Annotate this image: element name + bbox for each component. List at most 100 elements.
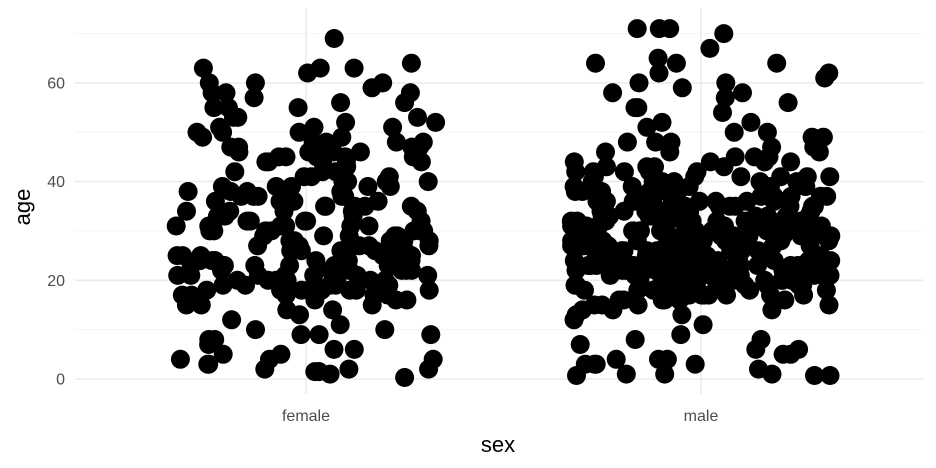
- data-point-male: [622, 177, 642, 196]
- data-point-male: [820, 167, 840, 187]
- data-point-female: [347, 265, 367, 285]
- data-point-female: [280, 231, 300, 251]
- data-point-male: [778, 93, 798, 113]
- data-point-male: [806, 251, 825, 271]
- data-point-female: [418, 172, 438, 192]
- data-point-male: [778, 206, 798, 226]
- data-point-female: [323, 300, 343, 320]
- data-point-female: [166, 216, 186, 236]
- data-point-female: [418, 265, 438, 285]
- data-point-female: [181, 265, 201, 285]
- x-tick-label: female: [282, 408, 330, 425]
- data-point-male: [820, 265, 840, 285]
- data-point-female: [326, 162, 346, 182]
- data-point-female: [378, 256, 398, 275]
- data-points: [166, 19, 841, 387]
- data-point-male: [655, 364, 675, 384]
- data-point-male: [637, 117, 657, 137]
- data-point-female: [331, 241, 351, 261]
- data-point-male: [714, 24, 734, 44]
- data-point-male: [649, 241, 669, 261]
- data-point-female: [211, 206, 231, 226]
- data-point-female: [248, 265, 268, 285]
- data-point-male: [733, 83, 752, 103]
- data-point-female: [225, 162, 245, 182]
- data-point-female: [401, 53, 421, 73]
- data-point-male: [711, 226, 731, 246]
- data-point-male: [666, 201, 686, 221]
- data-point-female: [172, 285, 192, 305]
- data-point-female: [421, 325, 441, 345]
- data-point-male: [787, 172, 807, 192]
- data-point-female: [276, 285, 296, 305]
- data-point-male: [614, 162, 634, 182]
- data-point-female: [316, 196, 336, 216]
- data-point-male: [760, 177, 780, 196]
- data-point-male: [566, 162, 586, 182]
- data-point-male: [737, 191, 757, 211]
- data-point-female: [364, 285, 384, 305]
- data-point-female: [332, 260, 352, 280]
- data-point-male: [562, 216, 582, 236]
- data-point-male: [755, 270, 775, 290]
- data-point-female: [359, 236, 379, 256]
- data-point-male: [816, 280, 836, 300]
- data-point-male: [652, 112, 672, 132]
- data-point-female: [197, 280, 217, 300]
- data-point-male: [781, 152, 801, 172]
- data-point-male: [676, 216, 696, 236]
- data-point-male: [746, 339, 766, 359]
- data-point-male: [720, 196, 740, 216]
- data-point-female: [288, 98, 308, 118]
- data-point-female: [395, 368, 415, 387]
- data-point-male: [783, 265, 803, 285]
- data-point-female: [200, 221, 220, 241]
- data-point-male: [625, 330, 645, 349]
- data-point-male: [713, 103, 732, 122]
- data-point-male: [694, 285, 714, 305]
- data-point-male: [660, 142, 680, 162]
- data-point-female: [269, 147, 289, 167]
- data-point-male: [672, 305, 692, 325]
- data-point-female: [358, 177, 378, 196]
- data-point-male: [623, 191, 643, 211]
- data-point-male: [819, 63, 839, 83]
- data-point-female: [332, 127, 352, 147]
- data-point-male: [804, 226, 824, 246]
- data-point-male: [724, 122, 744, 142]
- data-point-female: [255, 359, 275, 379]
- data-point-male: [715, 88, 735, 108]
- data-point-male: [672, 78, 692, 98]
- data-point-male: [813, 127, 833, 147]
- data-point-female: [246, 320, 265, 340]
- data-point-female: [236, 275, 255, 295]
- data-point-male: [767, 53, 787, 73]
- data-point-female: [221, 137, 241, 157]
- data-point-male: [655, 290, 675, 310]
- data-point-male: [651, 275, 671, 295]
- data-point-female: [314, 226, 334, 246]
- data-point-male: [728, 260, 748, 280]
- data-point-male: [711, 260, 730, 280]
- data-point-male: [616, 364, 636, 384]
- data-point-female: [168, 265, 188, 285]
- data-point-male: [649, 349, 668, 369]
- data-point-male: [648, 48, 668, 68]
- data-point-male: [716, 73, 736, 93]
- y-tick-label: 60: [47, 75, 65, 92]
- y-tick-label: 40: [47, 174, 65, 191]
- data-point-male: [625, 98, 645, 118]
- data-point-female: [395, 241, 415, 261]
- data-point-male: [761, 285, 780, 305]
- data-point-male: [759, 147, 779, 167]
- data-point-female: [244, 88, 264, 108]
- x-axis-tick-labels: female male: [282, 408, 718, 425]
- data-point-male: [631, 221, 650, 241]
- data-point-male: [649, 19, 669, 39]
- data-point-male: [629, 73, 649, 93]
- data-point-male: [614, 290, 633, 310]
- data-point-male: [744, 147, 764, 167]
- data-point-female: [277, 270, 297, 290]
- data-point-female: [414, 221, 434, 241]
- data-point-male: [735, 211, 755, 231]
